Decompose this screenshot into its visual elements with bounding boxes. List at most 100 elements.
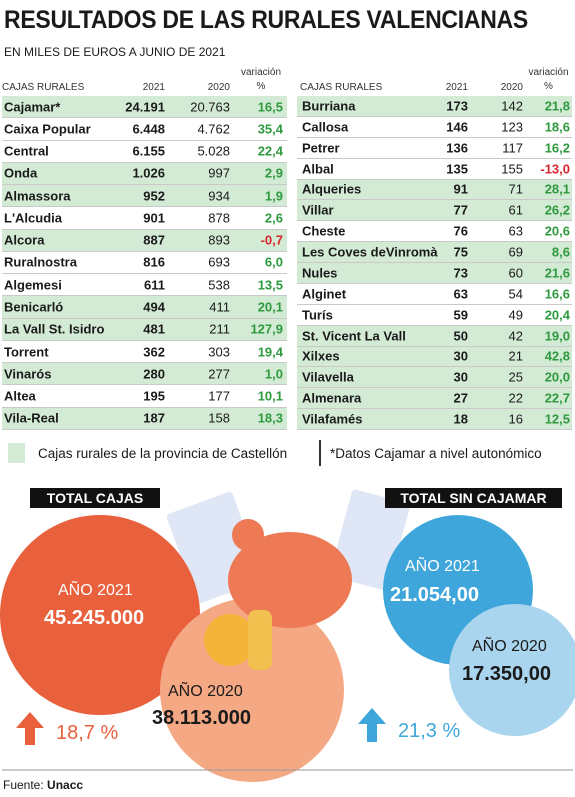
value-2021: 887: [143, 232, 165, 248]
value-2021: 901: [143, 210, 165, 226]
entity-name: Xilxes: [302, 348, 340, 364]
value-2021: 27: [453, 390, 468, 406]
year-label: AÑO 2021: [58, 582, 133, 599]
table-row: L'Alcudia 901 878 2,6: [2, 207, 287, 230]
value-2020: 878: [208, 210, 230, 226]
variation: 16,6: [544, 286, 570, 302]
table-row: Les Coves deVinromà 75 69 8,6: [297, 242, 572, 263]
value-2021: 187: [143, 410, 165, 426]
variation: 22,4: [257, 143, 283, 159]
value-2021: 30: [453, 348, 468, 364]
entity-name: Albal: [302, 161, 334, 177]
variation: 16,2: [544, 140, 570, 156]
table-row: Vila-Real 187 158 18,3: [2, 407, 287, 430]
entity-name: Vila-Real: [4, 410, 59, 426]
value-2020: 4.762: [197, 121, 230, 137]
variation: 42,8: [544, 348, 570, 364]
value-2020: 142: [501, 98, 523, 114]
table-row: Vilafamés 18 16 12,5: [297, 409, 572, 430]
variation: 13,5: [257, 277, 283, 293]
variation: 19,0: [544, 328, 570, 344]
source: Fuente: Unacc: [3, 778, 83, 792]
entity-name: Villar: [302, 202, 334, 218]
value-2020: 411: [209, 299, 230, 315]
year-label: AÑO 2020: [472, 638, 547, 655]
variation: 28,1: [544, 181, 570, 197]
variation: 18,3: [257, 410, 283, 426]
variation: 21,6: [544, 265, 570, 281]
value-2021: 195: [143, 388, 165, 404]
value-2020: 71: [508, 181, 523, 197]
table-row: Xilxes 30 21 42,8: [297, 346, 572, 368]
table-row: Torrent 362 303 19,4: [2, 341, 287, 364]
entity-name: Alginet: [302, 286, 347, 302]
value-2020: 54: [508, 286, 523, 302]
column-header: 2020: [500, 82, 523, 93]
value-2020: 211: [209, 321, 230, 337]
totals-title: TOTAL CAJAS: [30, 488, 160, 508]
entity-name: Cheste: [302, 223, 346, 239]
variation: 19,4: [257, 344, 283, 360]
variation: -13,0: [540, 161, 570, 177]
table-row: Algemesi 611 538 13,5: [2, 274, 287, 297]
table-row: Ruralnostra 816 693 6,0: [2, 252, 287, 275]
value-2020: 61: [508, 202, 523, 218]
table-row: Cajamar* 24.191 20.763 16,5: [2, 96, 287, 119]
entity-name: Callosa: [302, 119, 349, 135]
value-2021: 18: [453, 411, 468, 427]
table-row: Benicarló 494 411 20,1: [2, 296, 287, 319]
value-2021: 173: [446, 98, 468, 114]
table-row: Caixa Popular 6.448 4.762 35,4: [2, 118, 287, 141]
value-2021: 146: [446, 119, 468, 135]
table-row: Burriana 173 142 21,8: [297, 96, 572, 117]
value-2020: 117: [502, 140, 523, 156]
value-2021: 280: [143, 366, 165, 382]
table-row: La Vall St. Isidro 481 211 127,9: [2, 318, 287, 341]
entity-name: Turís: [302, 307, 333, 323]
value-2020: 277: [208, 366, 230, 382]
value-2021: 77: [453, 202, 468, 218]
entity-name: La Vall St. Isidro: [4, 321, 105, 337]
table-row: Central 6.155 5.028 22,4: [2, 141, 287, 163]
value-2020: 997: [208, 165, 230, 181]
value-2021: 494: [143, 299, 165, 315]
value-2020: 303: [208, 344, 230, 360]
value-2020: 177: [208, 388, 230, 404]
table-row: Onda 1.026 997 2,9: [2, 162, 287, 186]
variation: 35,4: [257, 121, 283, 137]
table-row: Alginet 63 54 16,6: [297, 284, 572, 305]
variation: 8,6: [551, 244, 570, 260]
variation: 20,6: [544, 223, 570, 239]
variation: 20,0: [544, 369, 570, 385]
value-2021: 24.191: [125, 99, 165, 115]
value-2021: 30: [453, 369, 468, 385]
entity-name: Algemesi: [4, 277, 62, 293]
value-2020: 20.763: [190, 99, 230, 115]
change: 21,3 %: [398, 720, 461, 742]
variation: 12,5: [544, 411, 570, 427]
entity-name: Vilavella: [302, 369, 354, 385]
title: RESULTADOS DE LAS RURALES VALENCIANAS: [4, 6, 528, 34]
value-2021: 816: [143, 254, 165, 270]
column-header: 2020: [207, 82, 230, 93]
column-header: 2021: [142, 82, 165, 93]
entity-name: Torrent: [4, 344, 49, 360]
variation: 22,7: [544, 390, 570, 406]
value-2020: 538: [208, 277, 230, 293]
table-row: Callosa 146 123 18,6: [297, 117, 572, 138]
value-2020: 42: [508, 328, 523, 344]
subtitle: EN MILES DE EUROS A JUNIO DE 2021: [4, 45, 226, 59]
entity-name: Les Coves deVinromà: [302, 244, 438, 260]
value-2020: 69: [508, 244, 523, 260]
value-2020: 49: [508, 307, 523, 323]
value-2020: 16: [508, 411, 523, 427]
entity-name: Vinarós: [4, 366, 52, 382]
value-2021: 362: [143, 344, 165, 360]
value-2021: 6.448: [132, 121, 165, 137]
variation: 18,6: [544, 119, 570, 135]
variation: 1,9: [264, 188, 283, 204]
value-2021: 76: [453, 223, 468, 239]
table-row: Cheste 76 63 20,6: [297, 221, 572, 243]
